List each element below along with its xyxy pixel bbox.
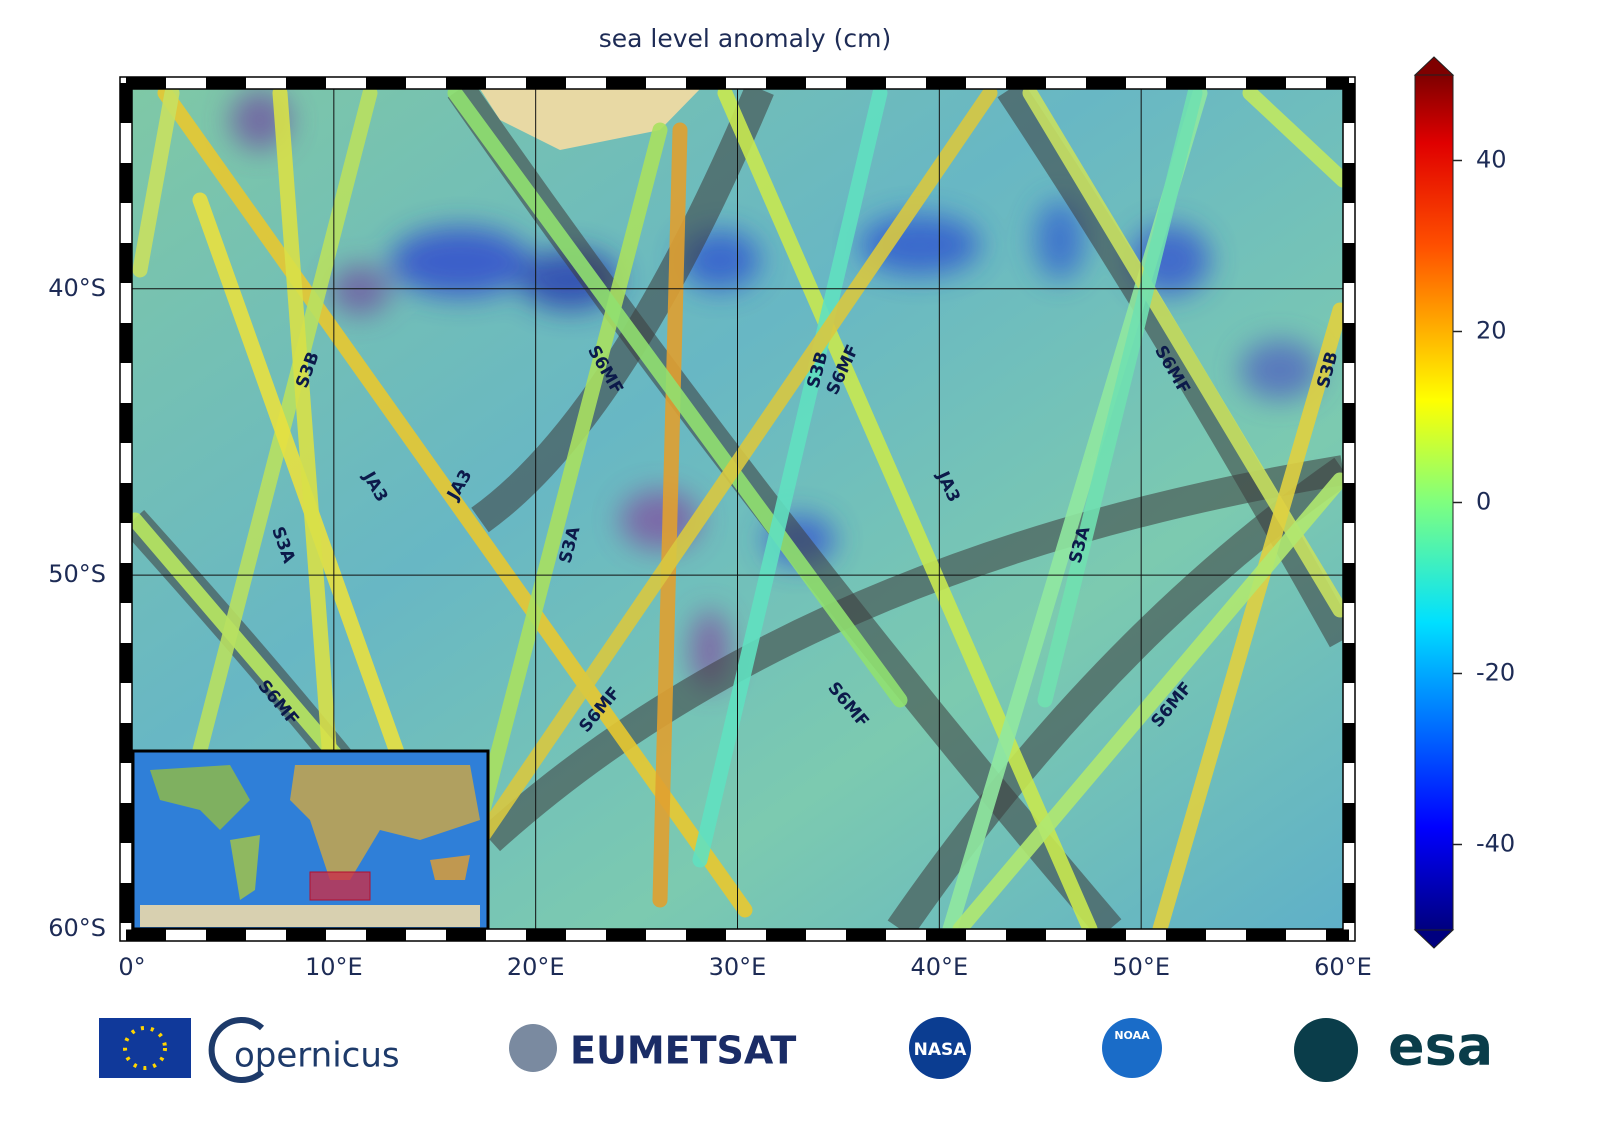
map-frame (119, 76, 1356, 942)
track (1022, 89, 1343, 618)
x-tick-label: 10°E (305, 953, 363, 981)
nasa-disc (909, 1017, 971, 1079)
colorbar-tick-label: 20 (1476, 317, 1507, 345)
eu-stars (123, 1026, 167, 1070)
noaa-disc (1102, 1018, 1162, 1078)
esa-disc (1294, 1018, 1358, 1082)
colorbar-max (1413, 56, 1455, 76)
track (717, 89, 1098, 929)
colorbar-min (1413, 929, 1455, 949)
track (692, 89, 888, 868)
nasa-logo: NASA (914, 1040, 968, 1060)
y-tick-label: 60°S (48, 914, 106, 942)
track (1037, 89, 1203, 708)
x-tick-label: 50°E (1112, 953, 1170, 981)
track (132, 89, 180, 278)
inset-map (132, 749, 490, 929)
esa-logo: esa (1388, 1015, 1493, 1078)
map (132, 89, 1343, 929)
frame-inner (131, 88, 1344, 930)
noaa-logo: NOAA (1114, 1029, 1150, 1042)
colorbar-tick-label: 40 (1476, 146, 1507, 174)
eumetsat-logo: EUMETSAT (570, 1029, 796, 1073)
colorbar-ramp (1414, 74, 1454, 931)
track (447, 89, 908, 708)
title: sea level anomaly (cm) (599, 24, 892, 53)
copernicus-c (208, 1017, 265, 1083)
x-tick-label: 0° (118, 953, 145, 981)
track (952, 472, 1343, 929)
track (652, 122, 688, 908)
x-tick-label: 20°E (507, 953, 565, 981)
track (1242, 89, 1343, 188)
track (1152, 302, 1343, 929)
x-tick-label: 60°E (1314, 953, 1372, 981)
copernicus-logo: opernicus (234, 1036, 400, 1076)
track (132, 512, 348, 768)
y-tick-label: 50°S (48, 560, 106, 588)
tracks (132, 89, 1343, 929)
y-tick-label: 40°S (48, 274, 106, 302)
track (462, 122, 668, 868)
colorbar-tick-label: 0 (1476, 488, 1491, 516)
axes: 0° 10°E 20°E 30°E 40°E 50°E 60°E 40°S 50°S 60°S (48, 274, 1372, 981)
track (272, 89, 338, 768)
eumetsat-globe (509, 1024, 557, 1072)
land (480, 89, 700, 150)
track (157, 89, 753, 918)
colorbar-tick-label: -20 (1476, 659, 1515, 687)
x-tick-label: 40°E (910, 953, 968, 981)
colorbar: 40 20 0 -20 -40 (1413, 56, 1515, 949)
x-tick-label: 30°E (709, 953, 767, 981)
track (472, 89, 998, 848)
logos: opernicus EUMETSAT NASA NOAA esa (99, 1015, 1493, 1083)
frame-outer (119, 76, 1356, 942)
colorbar-tick-label: -40 (1476, 830, 1515, 858)
